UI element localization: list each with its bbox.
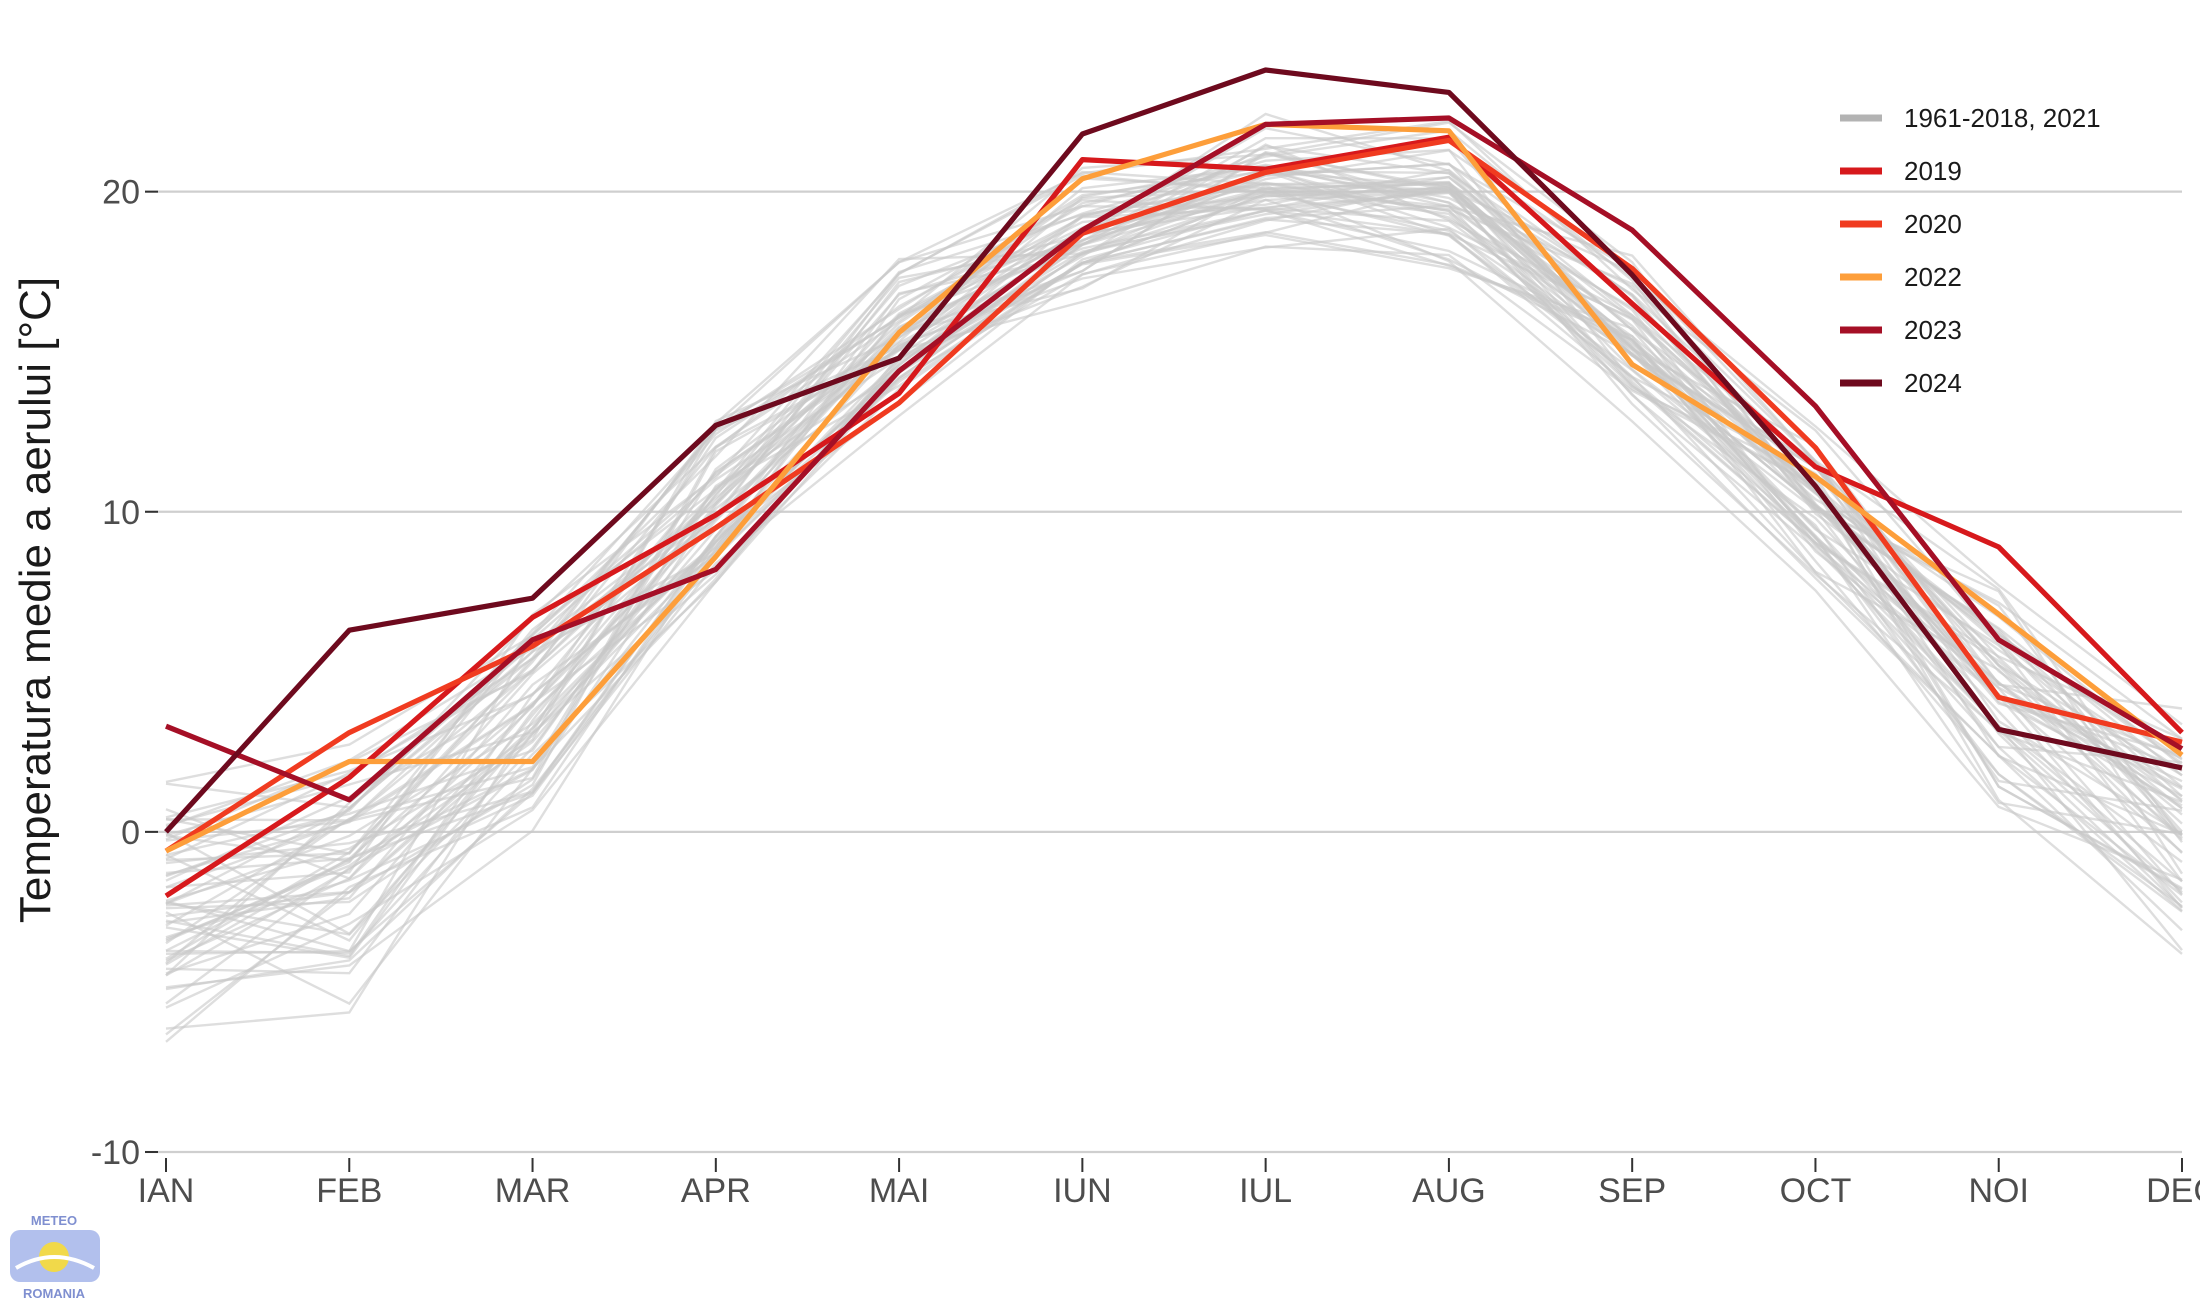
x-tick-label: APR [681,1172,751,1210]
series-line-2022 [164,121,2184,854]
y-axis-ticks: -10 0 10 20 [91,174,158,1172]
background-year-line [165,182,2183,958]
wave-icon [14,1255,95,1270]
background-year-line [165,187,2183,875]
x-tick-label: NOI [1969,1172,2029,1210]
x-tick-label: IUN [1053,1172,1112,1210]
grid-lines [145,190,2182,1154]
logo-bottom-text: ROMANIA [23,1286,86,1300]
series-line-2024 [164,67,2183,834]
background-year-line [165,188,2183,1006]
y-axis-title: Temperatura medie a aerului [°C] [11,277,60,923]
background-year-line [165,189,2183,966]
series-line-2019 [164,134,2184,899]
x-tick-label: FEB [316,1172,382,1210]
logo-top-text: METEO [31,1213,77,1228]
x-tick-label: DEC [2146,1172,2200,1210]
legend-label: 2024 [1904,368,1962,398]
series-line-2023 [165,115,2184,803]
x-axis-ticks: IAN FEB MAR APR MAI IUN IUL AUG SEP OCT NOI DEC [138,1158,2200,1210]
x-tick-label: IUL [1239,1172,1292,1210]
legend-label: 2020 [1904,209,1962,239]
y-tick-label: 20 [102,174,140,212]
x-tick-label: IAN [138,1172,195,1210]
background-year-line [165,227,2183,989]
legend-label: 2019 [1904,156,1962,186]
background-year-line [165,191,2183,945]
background-year-line [165,245,2183,1030]
meteo-romania-logo: METEO ROMANIA [10,1213,100,1300]
background-years-lines [165,112,2184,1043]
x-tick-label: SEP [1598,1172,1666,1210]
background-year-line [165,208,2183,1043]
background-year-line [165,163,2183,878]
series-line-2020 [164,137,2183,854]
y-tick-label: -10 [91,1134,140,1172]
x-tick-label: MAR [495,1172,571,1210]
legend-label: 1961-2018, 2021 [1904,103,2101,133]
legend: 1961-2018, 2021 2019 2020 2022 2023 2024 [1840,103,2101,398]
legend-label: 2023 [1904,315,1962,345]
background-year-line [165,230,2183,932]
background-year-line [165,151,2183,962]
y-tick-label: 0 [121,814,140,852]
background-year-line [165,167,2183,942]
highlighted-series-lines [164,67,2184,899]
background-year-line [165,190,2183,865]
x-tick-label: OCT [1780,1172,1852,1210]
x-tick-label: AUG [1412,1172,1486,1210]
y-tick-label: 10 [102,494,140,532]
legend-label: 2022 [1904,262,1962,292]
x-tick-label: MAI [869,1172,929,1210]
background-year-line [165,233,2183,975]
